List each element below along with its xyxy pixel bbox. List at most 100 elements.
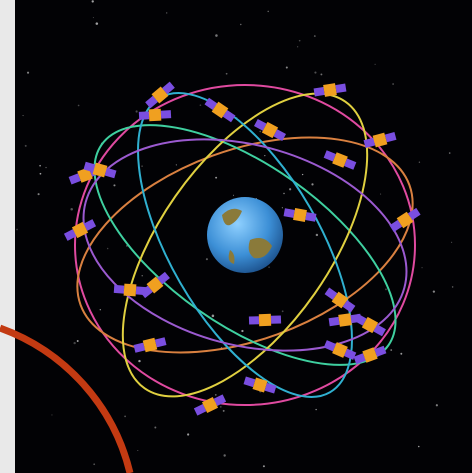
star: [141, 275, 143, 277]
solar-panel: [305, 212, 317, 222]
star: [22, 114, 24, 117]
solar-panel: [68, 173, 81, 185]
star: [211, 314, 215, 318]
star: [154, 426, 157, 429]
satellite-body: [372, 132, 388, 148]
star: [39, 164, 41, 167]
solar-panel: [222, 110, 236, 123]
satellite-body: [332, 152, 348, 168]
star: [268, 266, 270, 268]
satellite-body: [362, 347, 378, 363]
star: [99, 309, 101, 311]
solar-panel: [313, 86, 325, 97]
star: [417, 445, 420, 448]
satellite: [283, 208, 317, 222]
star: [137, 449, 139, 451]
star: [241, 329, 244, 333]
satellite-body: [123, 283, 137, 297]
solar-panel: [323, 340, 337, 352]
orbit: [82, 138, 408, 352]
satellite-body: [338, 313, 352, 327]
star: [380, 193, 382, 195]
star: [451, 241, 453, 243]
solar-panel: [344, 158, 357, 170]
star: [37, 193, 40, 196]
satellite: [389, 207, 421, 233]
star: [315, 233, 319, 237]
satellite-body: [331, 291, 349, 309]
satellite: [243, 376, 277, 394]
star: [240, 23, 242, 26]
star: [392, 83, 394, 85]
star: [76, 340, 79, 342]
solar-panel: [193, 404, 207, 416]
solar-panel: [324, 287, 338, 300]
star: [262, 465, 265, 468]
star: [314, 71, 317, 74]
satellite-body: [77, 167, 93, 183]
satellite: [83, 161, 117, 179]
solar-panel: [160, 110, 172, 119]
satellite: [354, 313, 386, 337]
orbit: [121, 92, 369, 398]
orbit: [74, 84, 416, 406]
satellite: [323, 150, 357, 170]
star: [385, 288, 387, 291]
star: [113, 184, 116, 187]
star: [283, 192, 285, 195]
star: [91, 0, 94, 3]
satellite: [248, 313, 282, 327]
solar-panel: [273, 129, 287, 142]
star: [298, 39, 301, 42]
satellite-body: [332, 342, 348, 358]
star: [24, 144, 27, 147]
star: [374, 63, 376, 65]
star: [73, 341, 76, 345]
orbit: [76, 136, 414, 354]
star: [214, 394, 217, 396]
star: [175, 164, 177, 166]
star: [199, 104, 202, 106]
solar-panel: [342, 300, 356, 313]
satellite: [353, 345, 387, 365]
satellite-body: [258, 313, 272, 327]
solar-panel: [407, 207, 421, 221]
star: [297, 46, 299, 48]
satellite: [145, 81, 175, 109]
satellite-body: [261, 121, 279, 139]
satellite-body: [293, 208, 307, 222]
solar-panel: [335, 83, 347, 94]
star: [26, 71, 30, 74]
star: [93, 463, 96, 466]
star: [448, 152, 451, 154]
star: [264, 154, 266, 157]
star: [225, 72, 228, 75]
earth: [207, 197, 283, 273]
star: [281, 310, 284, 313]
satellite: [363, 131, 397, 149]
satellites: [63, 81, 421, 416]
solar-panel: [243, 376, 256, 388]
satellite: [253, 118, 287, 142]
star: [124, 415, 126, 418]
star: [301, 173, 304, 176]
satellite: [193, 394, 227, 416]
star: [70, 207, 73, 211]
star: [259, 130, 261, 133]
continents: [222, 208, 272, 264]
star: [138, 359, 141, 363]
solar-panel: [113, 284, 125, 294]
star: [311, 183, 314, 186]
star: [77, 104, 80, 107]
star: [390, 349, 393, 351]
star: [451, 286, 454, 288]
star: [95, 22, 99, 25]
satellite: [204, 97, 236, 123]
star: [285, 66, 288, 69]
star: [205, 258, 208, 261]
satellite: [313, 83, 347, 97]
star: [435, 404, 438, 407]
satellite: [133, 337, 167, 353]
